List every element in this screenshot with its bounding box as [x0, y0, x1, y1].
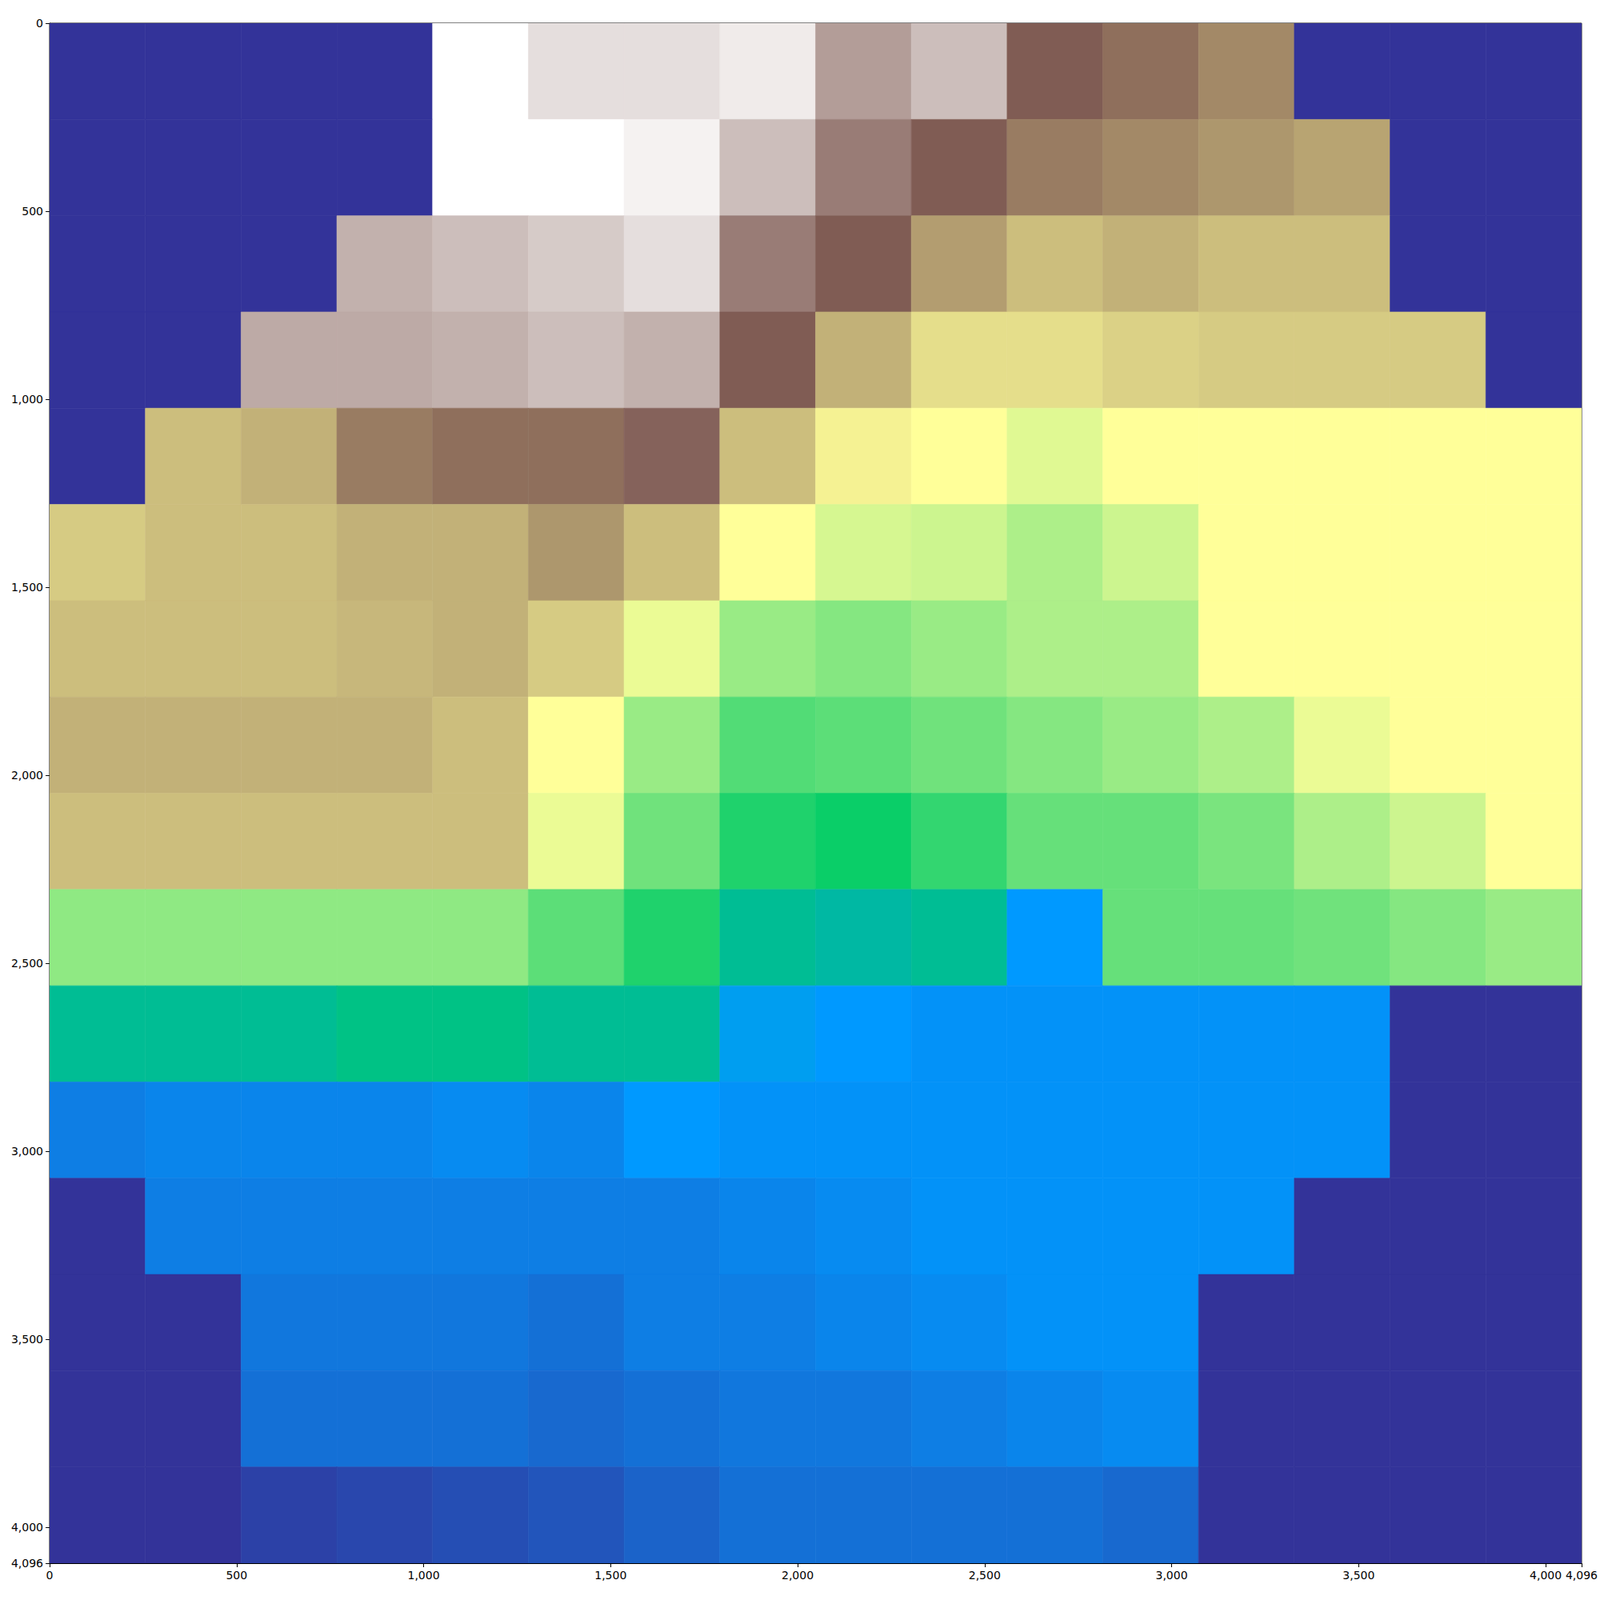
svg-text:0: 0: [36, 16, 44, 30]
svg-text:4,000: 4,000: [11, 1520, 44, 1534]
svg-text:500: 500: [225, 1568, 248, 1582]
svg-text:2,500: 2,500: [968, 1568, 1001, 1582]
svg-text:3,500: 3,500: [1342, 1568, 1375, 1582]
svg-text:4,096: 4,096: [1565, 1568, 1598, 1582]
svg-text:500: 500: [21, 204, 44, 218]
svg-text:1,000: 1,000: [11, 392, 44, 406]
svg-text:1,500: 1,500: [594, 1568, 627, 1582]
svg-text:3,500: 3,500: [11, 1332, 44, 1346]
svg-text:4,096: 4,096: [11, 1556, 44, 1570]
svg-text:3,000: 3,000: [1156, 1568, 1188, 1582]
svg-text:0: 0: [46, 1568, 54, 1582]
svg-text:2,000: 2,000: [781, 1568, 814, 1582]
svg-text:4,000: 4,000: [1529, 1568, 1562, 1582]
svg-text:1,500: 1,500: [11, 580, 44, 594]
svg-text:1,000: 1,000: [407, 1568, 440, 1582]
svg-text:2,500: 2,500: [11, 956, 44, 970]
svg-text:3,000: 3,000: [11, 1144, 44, 1158]
svg-text:2,000: 2,000: [11, 768, 44, 782]
